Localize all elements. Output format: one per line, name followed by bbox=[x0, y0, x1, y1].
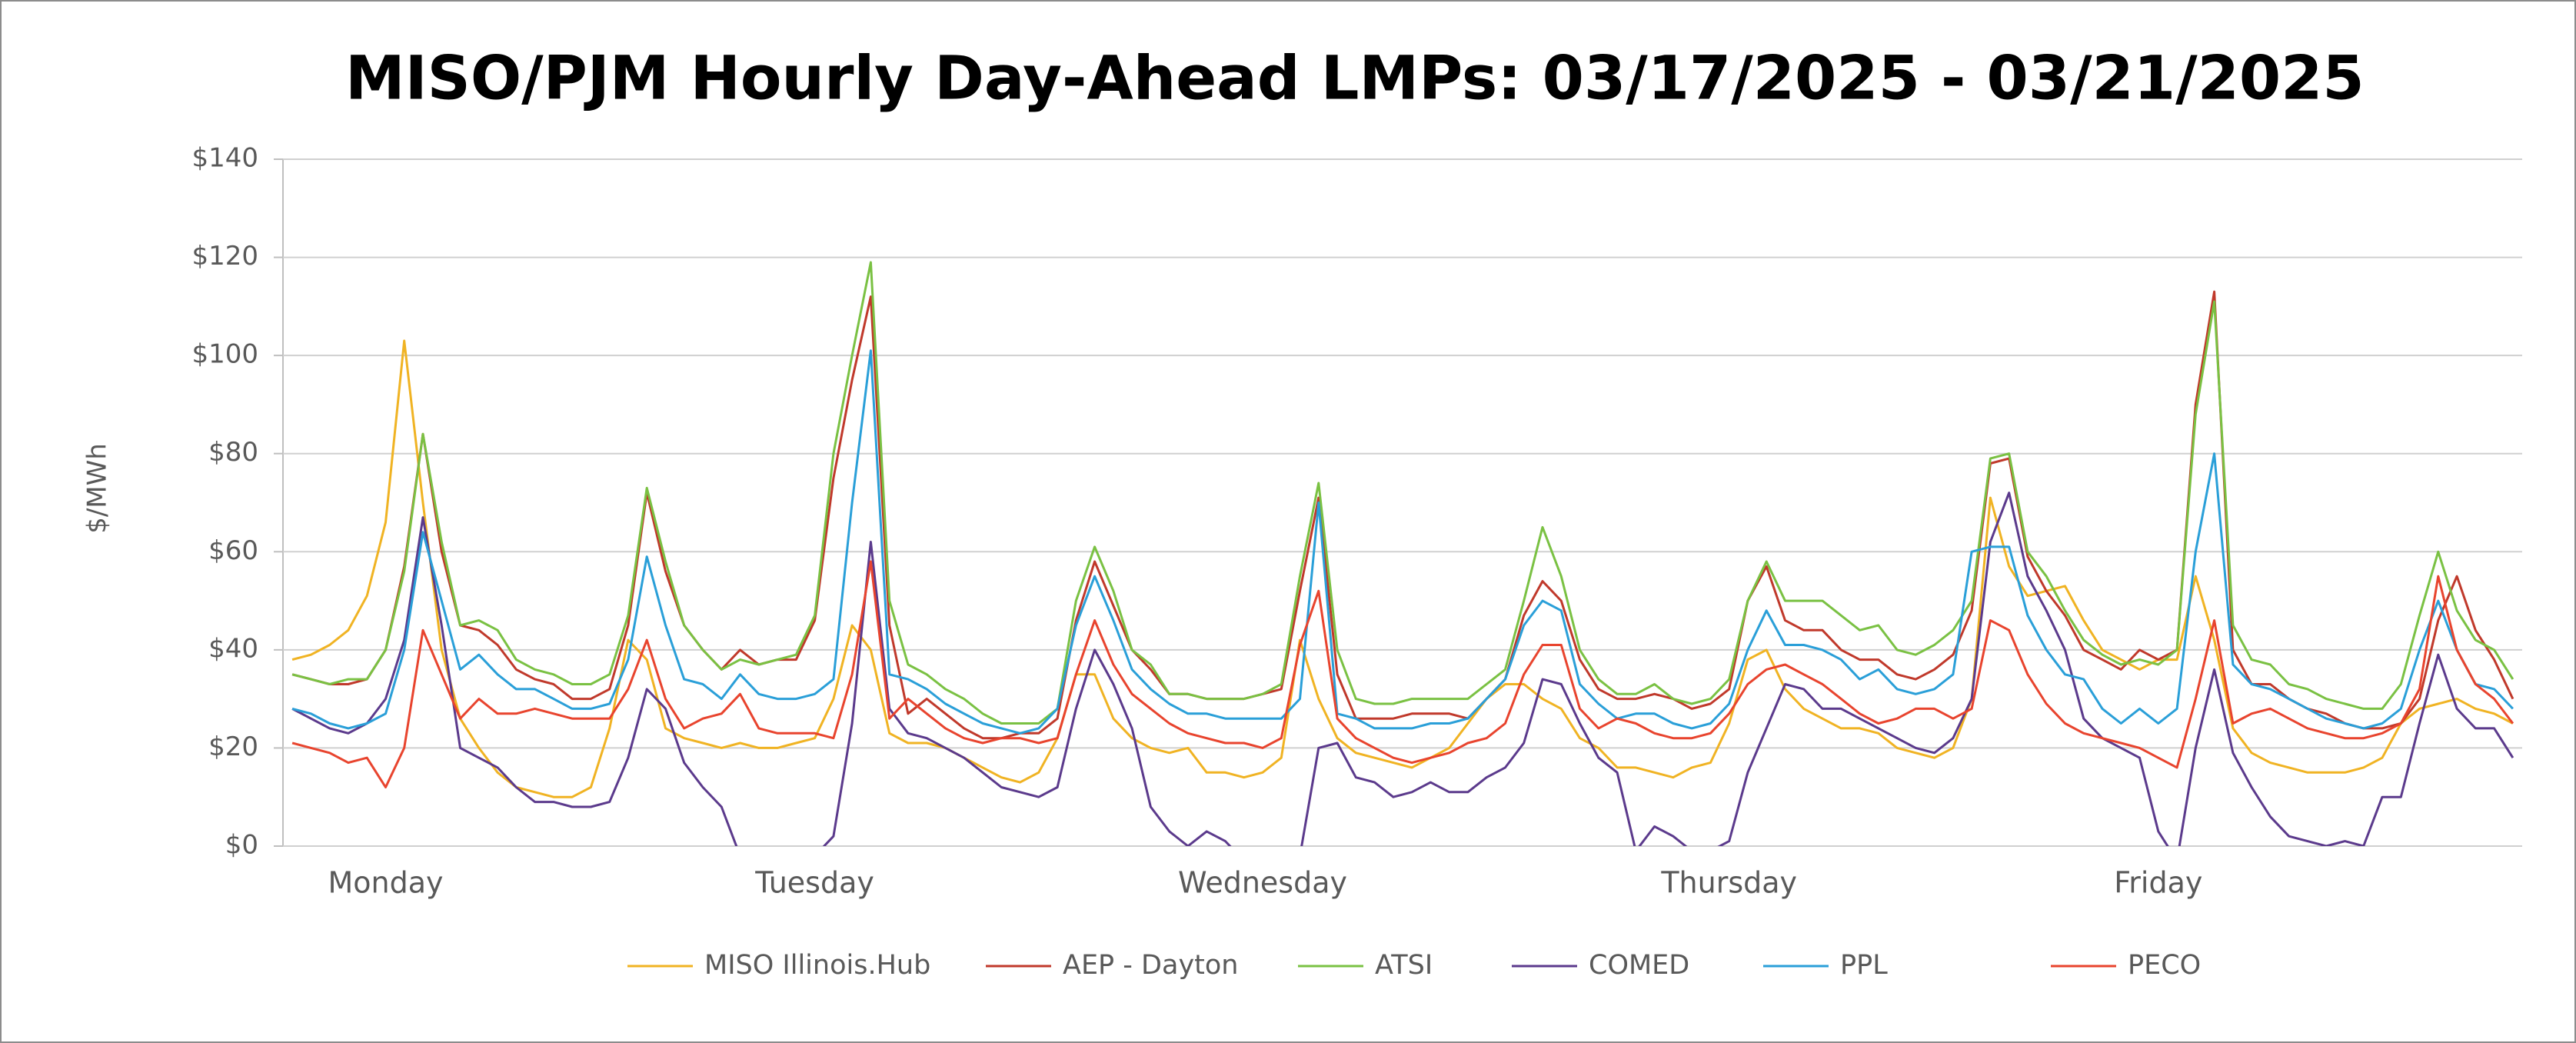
x-tick-label: Thursday bbox=[1660, 866, 1797, 900]
plot-lines bbox=[291, 261, 2514, 846]
y-tick-label: $100 bbox=[191, 339, 258, 370]
series-line bbox=[291, 349, 2514, 735]
y-tick-label: $60 bbox=[208, 535, 258, 566]
x-tick-label: Monday bbox=[328, 866, 443, 900]
legend-label: ATSI bbox=[1375, 950, 1433, 981]
series-line bbox=[291, 560, 2514, 788]
x-tick-label: Wednesday bbox=[1178, 866, 1347, 900]
y-tick-label: $80 bbox=[208, 437, 258, 468]
y-tick-label: $140 bbox=[191, 143, 258, 174]
series-line bbox=[291, 339, 2514, 798]
y-tick-label: $40 bbox=[208, 633, 258, 664]
x-tick-label: Tuesday bbox=[754, 866, 874, 900]
series-line bbox=[291, 492, 2514, 846]
legend-label: PPL bbox=[1840, 950, 1888, 981]
legend-label: COMED bbox=[1589, 950, 1689, 981]
labels: $0 $20 $40 $60 $80 $100 $120 $140 Monday Tuesday W… bbox=[191, 143, 2202, 981]
legend-label: MISO Illinois.Hub bbox=[704, 950, 930, 981]
series-line bbox=[291, 261, 2514, 725]
y-tick-label: $20 bbox=[208, 731, 258, 762]
x-tick-label: Friday bbox=[2114, 866, 2202, 900]
grid bbox=[274, 158, 2522, 847]
chart-title: MISO/PJM Hourly Day-Ahead LMPs: 03/17/20… bbox=[345, 44, 2365, 113]
series-line bbox=[291, 290, 2514, 740]
y-tick-label: $0 bbox=[225, 830, 258, 861]
legend-label: AEP - Dayton bbox=[1063, 950, 1238, 981]
legend-label: PECO bbox=[2128, 950, 2201, 981]
y-axis-label: $/MWh bbox=[82, 443, 113, 534]
y-tick-label: $120 bbox=[191, 241, 258, 272]
